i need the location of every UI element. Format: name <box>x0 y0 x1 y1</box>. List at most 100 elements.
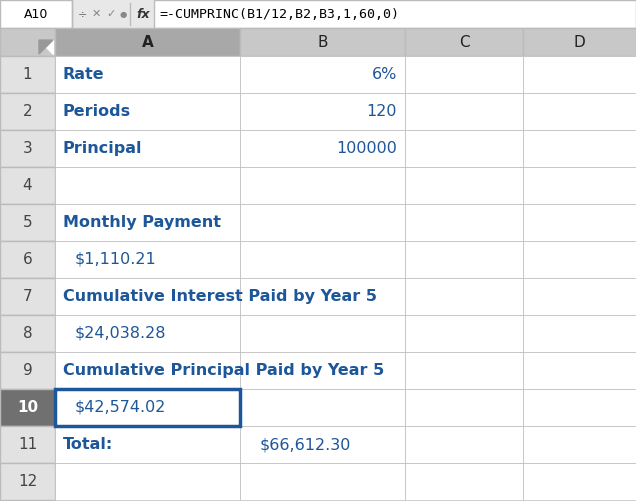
Bar <box>0 315 55 352</box>
Text: Rate: Rate <box>63 67 105 82</box>
Bar <box>523 389 636 426</box>
Text: D: D <box>574 35 585 50</box>
Bar <box>0 463 55 500</box>
Bar <box>523 130 636 167</box>
Bar <box>55 167 240 204</box>
Bar <box>0 352 55 389</box>
Bar <box>0 56 55 93</box>
Bar <box>240 278 405 315</box>
Bar <box>240 352 405 389</box>
Text: 100000: 100000 <box>336 141 397 156</box>
Bar <box>523 56 636 93</box>
Text: 6: 6 <box>23 252 32 267</box>
Bar <box>55 352 240 389</box>
Text: 8: 8 <box>23 326 32 341</box>
Text: C: C <box>459 35 469 50</box>
Text: 1: 1 <box>23 67 32 82</box>
Bar <box>405 315 523 352</box>
Bar <box>55 389 240 426</box>
Bar <box>405 28 523 56</box>
Bar <box>55 315 240 352</box>
Bar <box>405 278 523 315</box>
Bar <box>405 463 523 500</box>
Bar <box>55 463 240 500</box>
Bar <box>55 130 240 167</box>
Text: 5: 5 <box>23 215 32 230</box>
Bar <box>55 241 240 278</box>
Text: 12: 12 <box>18 474 37 489</box>
Bar <box>55 426 240 463</box>
Text: Cumulative Principal Paid by Year 5: Cumulative Principal Paid by Year 5 <box>63 363 384 378</box>
Text: 10: 10 <box>17 400 38 415</box>
Bar <box>523 426 636 463</box>
Bar <box>523 241 636 278</box>
Text: =-CUMPRINC(B1/12,B2,B3,1,60,0): =-CUMPRINC(B1/12,B2,B3,1,60,0) <box>159 8 399 21</box>
Text: 120: 120 <box>366 104 397 119</box>
Bar <box>523 315 636 352</box>
Text: Monthly Payment: Monthly Payment <box>63 215 221 230</box>
Bar <box>55 28 240 56</box>
Bar <box>405 241 523 278</box>
Bar <box>240 463 405 500</box>
Bar <box>405 56 523 93</box>
Bar <box>0 241 55 278</box>
Bar <box>240 56 405 93</box>
Bar <box>0 204 55 241</box>
Bar <box>0 28 55 56</box>
Polygon shape <box>39 40 53 54</box>
Bar <box>405 93 523 130</box>
Bar <box>240 167 405 204</box>
Text: A: A <box>142 35 153 50</box>
Bar <box>405 167 523 204</box>
Bar <box>240 28 405 56</box>
Text: A10: A10 <box>24 8 48 21</box>
Text: 11: 11 <box>18 437 37 452</box>
Bar <box>240 241 405 278</box>
Text: fx: fx <box>136 8 149 21</box>
Bar <box>0 0 636 28</box>
Text: 4: 4 <box>23 178 32 193</box>
Bar <box>240 93 405 130</box>
Bar <box>523 463 636 500</box>
Text: 6%: 6% <box>371 67 397 82</box>
Bar <box>405 426 523 463</box>
Text: $1,110.21: $1,110.21 <box>75 252 156 267</box>
Bar <box>55 278 240 315</box>
Bar <box>523 93 636 130</box>
Text: ●: ● <box>120 10 127 19</box>
Bar <box>405 204 523 241</box>
Text: 9: 9 <box>23 363 32 378</box>
Text: ✓: ✓ <box>106 9 115 19</box>
Bar <box>405 130 523 167</box>
Text: Principal: Principal <box>63 141 142 156</box>
Bar <box>55 93 240 130</box>
Bar <box>523 167 636 204</box>
Bar <box>523 278 636 315</box>
Text: 7: 7 <box>23 289 32 304</box>
Bar <box>405 389 523 426</box>
Bar <box>0 278 55 315</box>
Bar <box>0 426 55 463</box>
Bar <box>0 389 55 426</box>
Text: 2: 2 <box>23 104 32 119</box>
Bar <box>55 56 240 93</box>
Bar <box>240 204 405 241</box>
Bar <box>405 352 523 389</box>
Bar <box>0 0 72 28</box>
Bar <box>240 130 405 167</box>
Text: B: B <box>317 35 328 50</box>
Polygon shape <box>39 40 53 54</box>
Text: 3: 3 <box>23 141 32 156</box>
Text: Periods: Periods <box>63 104 131 119</box>
Text: Total:: Total: <box>63 437 113 452</box>
Bar <box>523 204 636 241</box>
Text: Cumulative Interest Paid by Year 5: Cumulative Interest Paid by Year 5 <box>63 289 377 304</box>
Bar <box>240 389 405 426</box>
Text: ✕: ✕ <box>92 9 101 19</box>
Bar <box>0 130 55 167</box>
Bar <box>55 389 240 426</box>
Text: ÷: ÷ <box>78 9 87 19</box>
Text: $42,574.02: $42,574.02 <box>75 400 167 415</box>
Bar <box>240 426 405 463</box>
Bar <box>523 352 636 389</box>
